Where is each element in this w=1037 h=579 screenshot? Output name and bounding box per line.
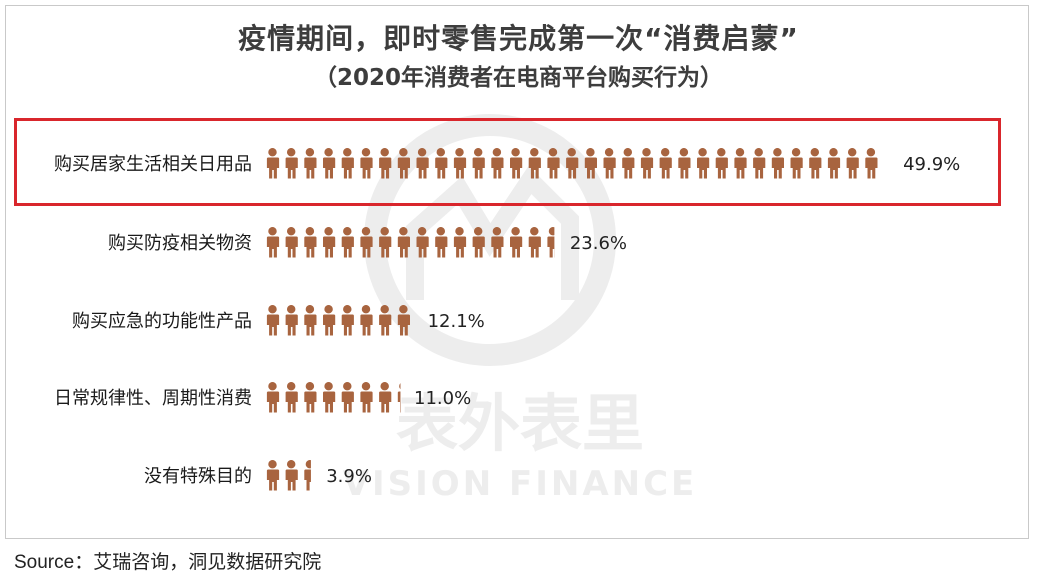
- highlight-box: [14, 118, 1001, 206]
- value-label: 23.6%: [570, 233, 627, 254]
- person-icon: [285, 460, 298, 491]
- person-icon: [379, 148, 392, 179]
- person-icon: [379, 305, 392, 336]
- person-icon: [304, 227, 317, 258]
- person-icon: [472, 148, 485, 179]
- person-icon: [322, 227, 336, 258]
- value-label: 11.0%: [414, 388, 471, 409]
- person-icon: [266, 382, 280, 413]
- person-icon: [566, 148, 579, 179]
- person-icon: [360, 305, 373, 336]
- person-icon: [547, 227, 555, 258]
- person-icon: [285, 148, 298, 179]
- person-icon: [304, 305, 317, 336]
- category-label: 日常规律性、周期性消费: [54, 388, 252, 409]
- person-icon: [771, 148, 784, 179]
- chart-subtitle: （2020年消费者在电商平台购买行为）: [313, 65, 723, 91]
- person-icon: [453, 227, 467, 258]
- value-label: 12.1%: [428, 311, 485, 332]
- person-icon: [547, 148, 560, 179]
- person-icon: [397, 305, 410, 336]
- person-icon: [584, 148, 597, 179]
- person-icon: [640, 148, 654, 179]
- person-icon: [734, 148, 747, 179]
- person-icon: [341, 227, 354, 258]
- value-label: 3.9%: [326, 466, 372, 487]
- person-icon: [715, 148, 728, 179]
- person-icon: [341, 305, 354, 336]
- person-icon: [697, 148, 710, 179]
- person-icon: [678, 148, 691, 179]
- person-icon: [379, 227, 392, 258]
- category-label: 没有特殊目的: [144, 466, 252, 487]
- person-icon: [285, 305, 298, 336]
- person-icon: [266, 148, 280, 179]
- person-icon: [790, 148, 803, 179]
- person-icon: [360, 382, 373, 413]
- person-icon: [266, 460, 280, 491]
- person-icon: [491, 227, 504, 258]
- person-icon: [435, 148, 448, 179]
- person-icon: [528, 148, 541, 179]
- person-icon: [472, 227, 485, 258]
- person-icon: [865, 148, 878, 179]
- chart-frame: [5, 5, 1029, 539]
- person-icon: [397, 383, 401, 413]
- person-icon: [379, 382, 392, 413]
- person-icon: [659, 148, 672, 179]
- person-icon: [510, 148, 523, 179]
- person-icon: [304, 460, 311, 491]
- person-icon: [491, 148, 504, 179]
- person-icon: [322, 148, 336, 179]
- person-icon: [322, 382, 336, 413]
- category-label: 购买居家生活相关日用品: [54, 154, 252, 175]
- person-icon: [622, 148, 635, 179]
- person-icon: [341, 148, 354, 179]
- chart-title: 疫情期间，即时零售完成第一次“消费启蒙”: [238, 22, 799, 55]
- person-icon: [453, 148, 467, 179]
- person-icon: [341, 382, 354, 413]
- person-icon: [266, 227, 280, 258]
- person-icon: [360, 227, 373, 258]
- person-icon: [809, 148, 822, 179]
- person-icon: [603, 148, 616, 179]
- person-icon: [360, 148, 373, 179]
- person-icon: [510, 227, 523, 258]
- value-label: 49.9%: [903, 154, 960, 175]
- person-icon: [528, 227, 541, 258]
- person-icon: [304, 148, 317, 179]
- person-icon: [266, 305, 280, 336]
- person-icon: [827, 148, 841, 179]
- person-icon: [397, 148, 410, 179]
- person-icon: [285, 227, 298, 258]
- category-label: 购买防疫相关物资: [108, 233, 252, 254]
- person-icon: [846, 148, 859, 179]
- person-icon: [285, 382, 298, 413]
- person-icon: [322, 305, 336, 336]
- category-label: 购买应急的功能性产品: [72, 311, 252, 332]
- person-icon: [397, 227, 410, 258]
- person-icon: [753, 148, 766, 179]
- source-note: Source：艾瑞咨询，洞见数据研究院: [14, 552, 322, 573]
- person-icon: [304, 382, 317, 413]
- person-icon: [435, 227, 448, 258]
- person-icon: [416, 227, 429, 258]
- person-icon: [416, 148, 429, 179]
